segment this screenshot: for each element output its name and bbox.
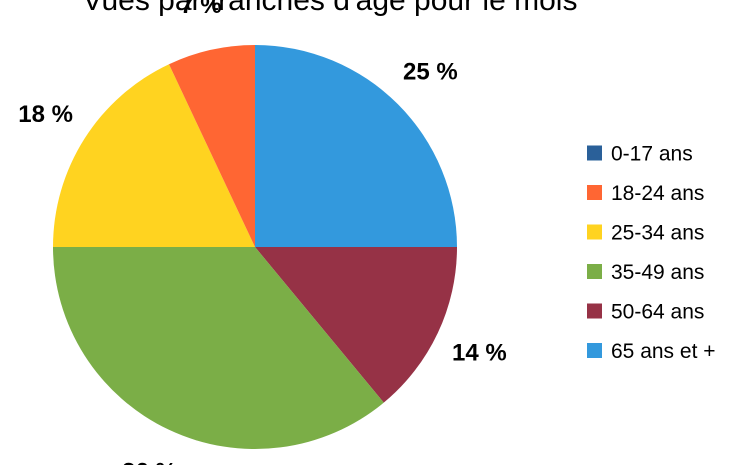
- data-label-25-34-ans: 18 %: [18, 101, 73, 128]
- pie-slice-50-64-ans: [255, 247, 457, 403]
- legend-swatch: [587, 343, 602, 358]
- pie-slice-18-24-ans: [168, 45, 255, 247]
- data-label-50-64-ans: 14 %: [452, 340, 507, 367]
- legend-item: 25-34 ans: [587, 222, 704, 245]
- legend-label: 65 ans et +: [611, 340, 716, 363]
- pie-slice-25-34-ans: [53, 64, 255, 247]
- legend-label: 50-64 ans: [611, 301, 704, 324]
- data-label-35-49-ans: 36 %: [122, 458, 177, 465]
- legend-item: 65 ans et +: [587, 340, 716, 363]
- pie-slices: [53, 45, 457, 449]
- legend-swatch: [587, 303, 602, 319]
- pie-data-labels: 25 % 14 % 36 % 18 % 7 %: [18, 0, 507, 465]
- legend: 0-17 ans 18-24 ans 25-34 ans 35-49 ans 50-64…: [587, 143, 716, 363]
- legend-item: 35-49 ans: [587, 261, 704, 284]
- legend-label: 18-24 ans: [611, 182, 704, 205]
- legend-swatch: [587, 264, 602, 279]
- legend-item: 50-64 ans: [587, 301, 704, 324]
- legend-item: 0-17 ans: [587, 143, 693, 166]
- legend-swatch: [587, 145, 602, 161]
- pie-slice-65-ans-et-: [255, 45, 457, 247]
- pie-slice-35-49-ans: [53, 247, 384, 449]
- legend-swatch: [587, 185, 602, 200]
- legend-label: 0-17 ans: [611, 143, 693, 166]
- legend-swatch: [587, 224, 602, 240]
- data-label-65-ans-et-: 25 %: [403, 59, 458, 86]
- chart-title: Vues par tranches d'âge pour le mois: [83, 0, 578, 17]
- legend-item: 18-24 ans: [587, 182, 704, 205]
- legend-label: 25-34 ans: [611, 222, 704, 245]
- data-label-18-24-ans: 7 %: [180, 0, 221, 19]
- legend-label: 35-49 ans: [611, 261, 704, 284]
